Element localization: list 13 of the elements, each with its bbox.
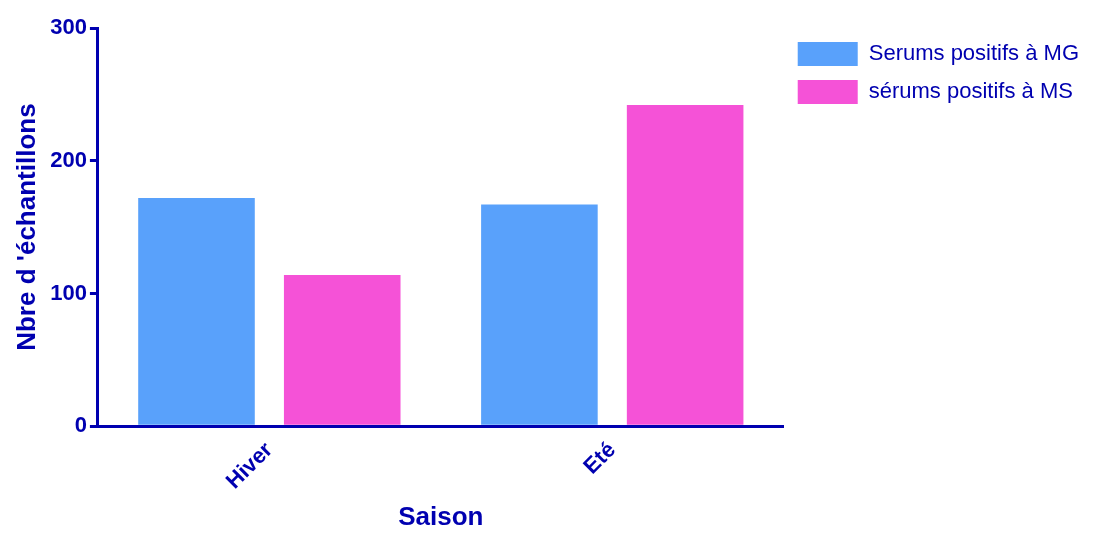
y-tick-label: 100 [50,279,87,305]
bar [138,197,255,425]
bar [283,274,401,425]
bar [626,104,744,425]
y-tick-label: 200 [50,146,87,172]
x-tick-label: Eté [578,436,621,479]
y-tick-label: 0 [74,412,87,438]
legend-label: Serums positifs à MG [868,40,1079,66]
y-axis-title: Nbre d 'échantillons [10,103,41,351]
x-axis-title: Saison [398,500,484,531]
legend-label: sérums positifs à MS [868,78,1073,104]
bar [481,204,598,425]
y-tick-label: 300 [50,14,87,40]
